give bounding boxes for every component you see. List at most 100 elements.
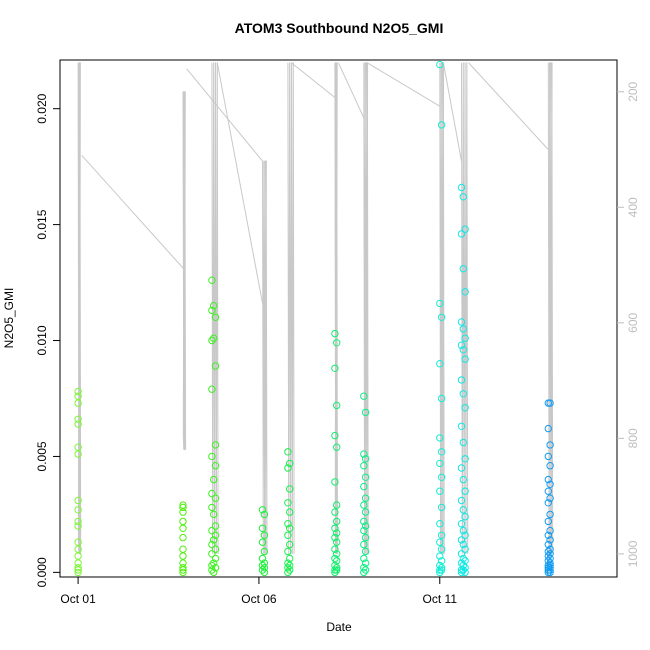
data-point: [331, 545, 339, 553]
data-point: [457, 550, 466, 558]
data-point: [333, 517, 341, 526]
data-point: [457, 559, 466, 567]
data-point: [331, 508, 339, 516]
data-point: [360, 568, 368, 577]
data-point: [211, 494, 220, 502]
pressure-layer: [77, 62, 554, 554]
data-point: [436, 538, 444, 546]
plot-box: [59, 59, 618, 578]
x-tick-label: Oct 06: [241, 592, 277, 606]
data-point: [286, 524, 294, 532]
data-point: [457, 536, 466, 544]
data-point: [331, 561, 339, 570]
data-point: [211, 531, 220, 539]
data-point: [361, 508, 370, 516]
data-point: [74, 443, 82, 451]
data-point: [459, 390, 467, 398]
data-point: [284, 499, 292, 507]
data-point: [360, 501, 368, 509]
data-point: [461, 355, 469, 363]
data-point: [211, 545, 220, 553]
data-point: [436, 552, 444, 560]
data-point: [331, 364, 339, 372]
data-point: [461, 487, 469, 495]
data-point: [284, 547, 292, 556]
data-point: [436, 487, 444, 495]
data-point: [437, 545, 446, 553]
data-point: [286, 566, 294, 574]
data-point: [544, 540, 552, 549]
pressure-transit-line: [367, 62, 441, 107]
data-point: [74, 496, 82, 505]
data-point: [437, 313, 446, 321]
data-point: [457, 230, 466, 238]
data-point: [333, 401, 341, 410]
data-point: [286, 554, 294, 563]
data-point: [331, 524, 339, 532]
data-point: [286, 459, 294, 468]
data-point: [74, 392, 82, 400]
data-point: [546, 545, 554, 553]
data-point: [74, 387, 82, 396]
data-point: [210, 510, 218, 519]
data-point: [436, 360, 444, 368]
pressure-transit-line: [291, 62, 336, 98]
data-point: [436, 459, 444, 468]
data-point: [179, 566, 187, 574]
data-point: [544, 552, 552, 560]
data-point: [210, 568, 218, 577]
data-point: [459, 475, 467, 484]
data-point: [260, 547, 269, 556]
data-point: [459, 506, 467, 514]
data-point: [74, 538, 82, 546]
data-point: [211, 313, 220, 321]
pressure-profile: [287, 62, 295, 554]
data-point: [208, 540, 216, 549]
data-point: [361, 559, 370, 567]
x-axis: Oct 01 Oct 06 Oct 11: [60, 576, 457, 606]
data-point: [284, 448, 292, 456]
data-point: [284, 531, 292, 539]
y-axis: 0.000 0.005 0.010 0.015 0.020: [35, 93, 60, 587]
data-point: [361, 494, 370, 502]
data-point: [459, 554, 467, 563]
data-point: [361, 473, 370, 481]
data-point: [461, 513, 469, 521]
data-point: [74, 568, 82, 577]
data-point: [74, 552, 82, 560]
data-point: [436, 568, 444, 577]
pressure-profile: [334, 62, 338, 554]
data-point: [459, 561, 467, 570]
y2-tick-label: 600: [626, 313, 640, 333]
data-point: [461, 545, 469, 553]
data-point: [208, 276, 216, 284]
data-point: [360, 517, 368, 526]
chart-title: ATOM3 Southbound N2O5_GMI: [235, 20, 444, 36]
data-point: [208, 336, 216, 345]
data-point: [284, 559, 292, 567]
data-point: [436, 299, 444, 308]
data-point: [546, 510, 554, 519]
data-point: [361, 408, 370, 417]
data-point: [459, 193, 467, 201]
data-point: [333, 564, 341, 572]
data-point: [361, 547, 370, 556]
data-point: [360, 482, 368, 491]
data-point: [436, 520, 444, 528]
data-point: [331, 478, 339, 486]
data-point: [74, 450, 82, 458]
data-point: [211, 441, 220, 449]
data-point: [258, 561, 267, 570]
data-point: [179, 508, 187, 516]
data-point: [74, 420, 82, 428]
data-point: [546, 554, 554, 563]
points-layer: [74, 60, 554, 577]
data-point: [360, 450, 368, 458]
data-point: [459, 265, 467, 273]
data-point: [208, 306, 216, 315]
data-point: [459, 346, 467, 354]
y2-tick-label: 200: [626, 81, 640, 101]
data-point: [179, 503, 187, 512]
data-point: [361, 566, 370, 574]
